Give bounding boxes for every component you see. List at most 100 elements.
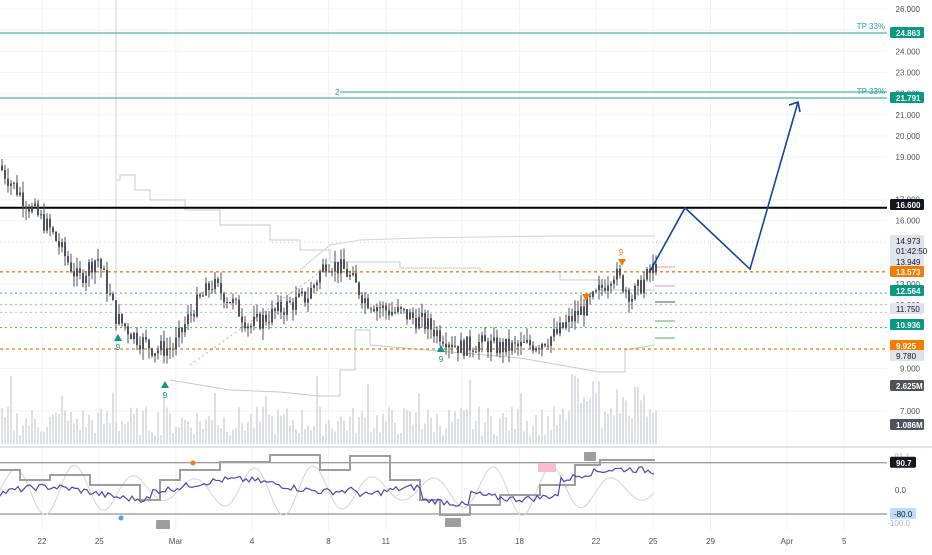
- candle-body: [244, 322, 246, 329]
- candle-body: [7, 178, 9, 186]
- volume-bar: [607, 413, 609, 444]
- candle-body: [613, 279, 615, 284]
- volume-bar: [469, 379, 471, 444]
- candle-body: [571, 316, 573, 322]
- candle-body: [412, 312, 414, 319]
- volume-bar: [388, 407, 390, 444]
- x-tick-label: Apr: [781, 537, 794, 546]
- y-tick-label: 9.000: [900, 365, 921, 374]
- candle-body: [457, 345, 459, 353]
- candle-body: [79, 268, 81, 273]
- volume-bar: [610, 408, 612, 444]
- candle-body: [394, 311, 396, 313]
- candle-body: [259, 314, 261, 329]
- volume-bar: [391, 409, 393, 444]
- volume-bar: [487, 408, 489, 444]
- volume-bar: [583, 396, 585, 444]
- buy-signal-marker: [114, 334, 122, 341]
- volume-bar: [370, 431, 372, 444]
- candle-body: [280, 302, 282, 313]
- volume-bar: [625, 400, 627, 444]
- volume-layer: [1, 374, 657, 444]
- volume-bar: [13, 430, 15, 444]
- volume-bar: [1, 408, 3, 444]
- volume-bar: [520, 393, 522, 444]
- price-tag-label: 9.780: [896, 352, 917, 361]
- volume-bar: [10, 375, 12, 444]
- candle-body: [535, 348, 537, 351]
- volume-bar: [7, 406, 9, 444]
- volume-bar: [397, 433, 399, 444]
- volume-bar: [484, 422, 486, 444]
- candle-body: [568, 316, 570, 322]
- volume-bar: [223, 417, 225, 444]
- candle-body: [16, 182, 18, 195]
- candle-body: [460, 340, 462, 353]
- candle-body: [340, 259, 342, 274]
- volume-bar: [136, 408, 138, 444]
- y-tick-label: 26.000: [896, 5, 921, 14]
- volume-bar: [592, 381, 594, 444]
- volume-bar: [568, 410, 570, 444]
- candle-body: [616, 268, 618, 280]
- volume-bar: [553, 406, 555, 444]
- volume-bar: [280, 415, 282, 444]
- candle-body: [442, 341, 444, 344]
- volume-bar: [214, 392, 216, 444]
- volume-bar: [76, 419, 78, 444]
- candle-body: [385, 305, 387, 311]
- volume-bar: [421, 429, 423, 444]
- y-tick-label: 23.000: [896, 68, 921, 77]
- candle-body: [373, 308, 375, 312]
- price-tag-label: 1.086M: [896, 421, 923, 430]
- volume-bar: [481, 435, 483, 444]
- candle-body: [172, 348, 174, 350]
- volume-bar: [376, 415, 378, 444]
- volume-bar: [70, 412, 72, 444]
- candle-body: [655, 263, 657, 273]
- candle-body: [337, 262, 339, 274]
- volume-bar: [28, 425, 30, 444]
- volume-bar: [154, 435, 156, 444]
- volume-bar: [364, 417, 366, 444]
- volume-bar: [301, 409, 303, 444]
- volume-bar: [37, 427, 39, 444]
- oscillator-pane: [0, 452, 887, 529]
- candle-body: [133, 332, 135, 340]
- price-tag-label: 13.573: [896, 268, 921, 277]
- candle-body: [577, 310, 579, 315]
- volume-bar: [202, 428, 204, 444]
- volume-bar: [4, 416, 6, 444]
- volume-bar: [646, 416, 648, 444]
- price-tag: [890, 340, 924, 351]
- osc-tick-label: 0.0: [895, 486, 907, 495]
- y-tick-label: 19.000: [896, 153, 921, 162]
- volume-bar: [634, 386, 636, 444]
- candle-body: [298, 293, 300, 297]
- volume-bar: [529, 435, 531, 444]
- candle-body: [277, 302, 279, 311]
- osc-low-tag: [890, 508, 916, 519]
- candle-body: [475, 351, 477, 353]
- volume-bar: [508, 430, 510, 444]
- candle-body: [127, 326, 129, 335]
- candle-body: [283, 312, 285, 315]
- candle-body: [145, 337, 147, 340]
- candle-body: [235, 298, 237, 300]
- candle-body: [142, 337, 144, 350]
- candle-body: [343, 259, 345, 269]
- volume-bar: [67, 420, 69, 444]
- x-tick-label: 4: [250, 537, 255, 546]
- volume-bar: [172, 433, 174, 444]
- volume-bar: [268, 414, 270, 444]
- volume-bar: [472, 429, 474, 444]
- price-tag: [890, 419, 924, 430]
- volume-bar: [586, 400, 588, 444]
- volume-bar: [643, 395, 645, 444]
- candle-body: [367, 298, 369, 309]
- volume-bar: [319, 407, 321, 444]
- volume-bar: [631, 418, 633, 444]
- candle-body: [424, 313, 426, 330]
- candle-body: [421, 313, 423, 317]
